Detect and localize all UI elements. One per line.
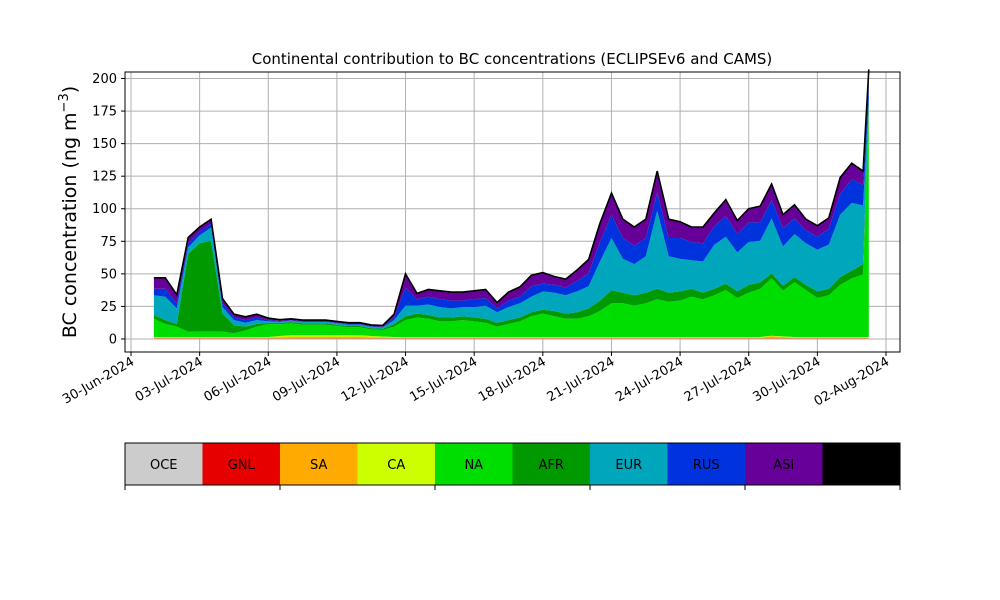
y-axis-label-close: ) <box>59 86 81 93</box>
total-concentration-line <box>153 69 870 327</box>
legend-frame <box>124 442 901 486</box>
legend-label-asi: ASI <box>773 458 794 473</box>
legend-swatch-asi <box>745 443 823 485</box>
y-tick-label: 150 <box>92 137 117 152</box>
legend-swatch-sa <box>280 443 358 485</box>
stacked-area-series <box>153 69 869 339</box>
area-eur <box>153 98 869 329</box>
y-tick-label: 200 <box>92 72 117 87</box>
legend-swatch-oce <box>125 443 203 485</box>
y-tick-label: 75 <box>100 235 117 250</box>
legend-label-rus: RUS <box>693 458 720 473</box>
y-tick-label: 0 <box>109 332 117 347</box>
legend-label-gnl: GNL <box>228 458 256 473</box>
y-tick-label: 25 <box>100 300 117 315</box>
continent-legend: OCE GNL SA CA NA AFR EUR RUS ASI AUS <box>124 442 901 490</box>
legend-label-na: NA <box>464 458 483 473</box>
y-tick-label: 50 <box>100 267 117 282</box>
legend-label-ca: CA <box>387 458 405 473</box>
y-axis-label-text: BC concentration (ng m <box>59 112 81 338</box>
y-axis-ticks: 0 25 50 75 100 125 150 175 200 <box>92 72 125 347</box>
legend-swatch-gnl <box>202 443 280 485</box>
legend-swatch-ca <box>357 443 435 485</box>
legend-swatch-na <box>435 443 513 485</box>
y-axis-label-superscript: −3 <box>57 93 72 112</box>
legend-swatch-afr <box>512 443 590 485</box>
y-tick-label: 125 <box>92 170 117 185</box>
legend-label-sa: SA <box>310 458 327 473</box>
legend-label-eur: EUR <box>615 458 642 473</box>
legend-label-afr: AFR <box>539 458 564 473</box>
legend-swatch-eur <box>590 443 668 485</box>
y-tick-label: 175 <box>92 105 117 120</box>
legend-label-oce: OCE <box>150 458 178 473</box>
y-axis-label: BC concentration (ng m−3) <box>57 86 81 338</box>
legend-swatch-rus <box>667 443 745 485</box>
legend-label-aus: AUS <box>848 458 875 473</box>
area-sa <box>153 336 869 339</box>
y-tick-label: 100 <box>92 202 117 217</box>
area-na <box>153 113 869 337</box>
legend-swatch-aus <box>822 443 900 485</box>
chart-title: Continental contribution to BC concentra… <box>252 50 773 68</box>
area-ca <box>153 335 869 338</box>
plot-frame <box>124 71 901 353</box>
